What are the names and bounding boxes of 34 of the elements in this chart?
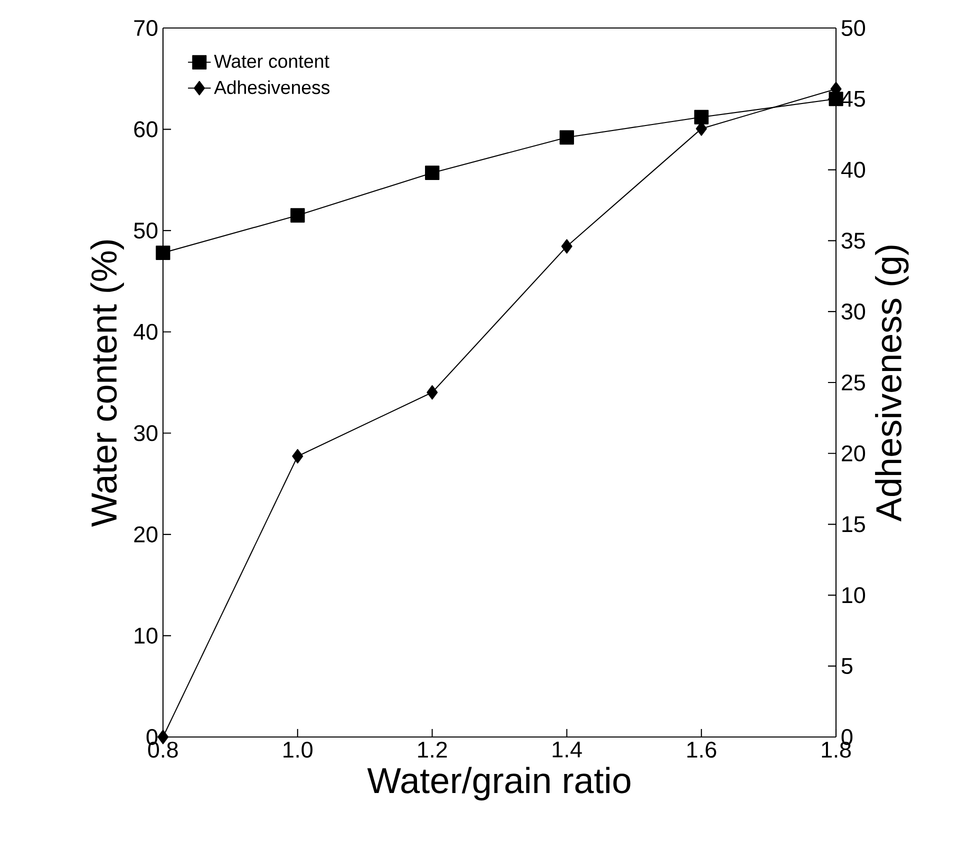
y-axis-title: Water content (%) [90,240,124,527]
legend-label: Adhesiveness [214,80,330,94]
legend-label: Water content [214,54,330,68]
y-tick-label: 20 [134,526,158,542]
x-tick-label: 1.2 [418,742,447,758]
x-axis-title: Water/grain ratio [367,766,630,800]
y-tick-label: 50 [134,222,158,239]
y-tick-label: 40 [134,324,158,340]
y2-tick-label: 45 [841,90,865,107]
point [694,110,709,124]
y2-tick-label: 30 [842,304,866,320]
x-tick-label: 1.0 [284,742,312,758]
point [560,130,574,145]
y-tick-label: 30 [134,425,158,442]
point [561,239,572,254]
y2-tick-label: 5 [842,658,852,674]
y2-tick-label: 40 [841,162,866,178]
point [290,208,305,223]
y-tick-label: 70 [134,20,158,36]
y2-tick-label: 35 [842,232,865,249]
y-tick-label: 10 [134,628,158,644]
y2-tick-label: 15 [842,516,865,532]
y2-tick-label: 50 [842,20,866,36]
y2-tick-label: 25 [842,374,865,391]
point [425,166,440,180]
y-tick-label: 60 [134,121,158,138]
point [292,449,304,464]
point [156,246,170,260]
x-tick-label: 1.4 [552,742,582,758]
y2-tick-label: 20 [842,445,866,462]
x-tick-label: 1.6 [687,742,716,758]
y2-tick-label: 10 [842,587,866,604]
y2-axis-title: Adhesiveness (g) [875,246,909,522]
point [426,385,438,400]
